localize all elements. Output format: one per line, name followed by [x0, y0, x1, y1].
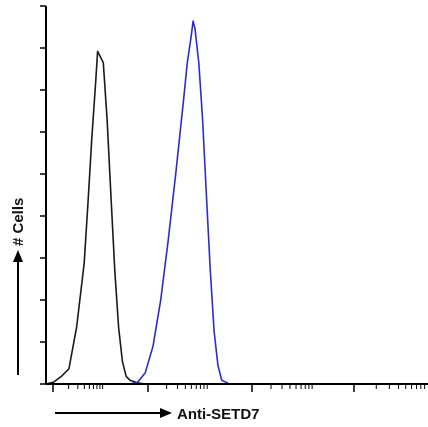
x-axis-label-group: Anti-SETD7 — [55, 406, 260, 423]
x-axis-arrow-head — [160, 408, 172, 418]
x-axis-label: Anti-SETD7 — [177, 406, 260, 423]
axes — [40, 5, 428, 392]
y-axis-label-group: # Cells — [10, 198, 27, 375]
control-histogram-line — [45, 50, 146, 385]
sample-histogram-line — [129, 20, 230, 385]
y-axis-label: # Cells — [10, 198, 27, 246]
plot-area — [45, 20, 230, 385]
y-axis-arrow-head — [13, 250, 23, 262]
